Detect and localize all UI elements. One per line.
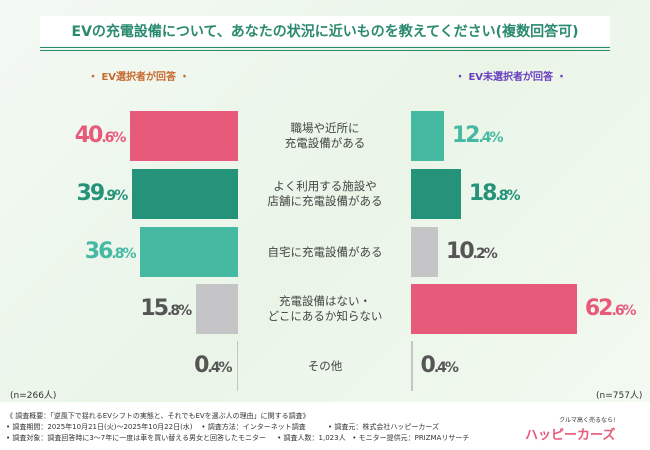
data-label: 18.8% — [468, 181, 521, 206]
title-underline — [40, 47, 610, 48]
category-label: 充電設備はない・ どこにあるか知らない — [267, 294, 383, 323]
data-label: 36.8% — [84, 239, 137, 264]
category-label: 自宅に充電設備がある — [267, 244, 383, 259]
category-label: 職場や近所に 充電設備がある — [284, 121, 366, 150]
bar-ev-not-selected — [411, 341, 413, 391]
footer-line: • 調査期間：2025年10月21日(火)～2025年10月22日(水) • 調… — [6, 423, 440, 431]
data-label: 40.6% — [74, 123, 127, 148]
bar-ev-not-selected — [411, 227, 439, 277]
bar-ev-selected — [132, 169, 238, 219]
bar-ev-selected — [140, 227, 238, 277]
data-label: 12.4% — [451, 123, 504, 148]
bar-ev-selected — [130, 111, 238, 161]
logo-tagline: クルマ高く売るなら! — [559, 417, 616, 424]
footer-line: • 調査対象：調査回答時に3～7年に一度は車を買い替える男女と回答したモニター … — [6, 434, 470, 442]
survey-overview: 《 調査概要：「逆風下で揺れるEVシフトの実態と、それでもEVを選ぶ人の理由」に… — [6, 411, 469, 444]
data-label: 0.4% — [194, 353, 232, 378]
category-label: よく利用する施設や 店舗に充電設備がある — [267, 179, 383, 208]
data-label: 39.9% — [76, 181, 129, 206]
chart-title: EVの充電設備について、あなたの状況に近いものを教えてください(複数回答可) — [40, 16, 610, 46]
data-label: 0.4% — [420, 353, 459, 378]
n-left: (n=266人) — [10, 391, 57, 401]
logo-name: ハッピーカーズ — [525, 428, 616, 443]
footer-line: 《 調査概要：「逆風下で揺れるEVシフトの実態と、それでもEVを選ぶ人の理由」に… — [6, 412, 310, 420]
title-underline-2 — [40, 50, 610, 51]
n-right: (n=757人) — [596, 391, 643, 401]
legend-ev-selected: ・ EV選択者が回答 ・ — [88, 72, 190, 83]
bar-ev-not-selected — [411, 111, 444, 161]
bar-ev-not-selected — [411, 169, 461, 219]
bar-ev-selected — [196, 284, 238, 334]
legend-ev-not-selected: ・ EV未選択者が回答 ・ — [455, 72, 567, 83]
data-label: 15.8% — [140, 296, 192, 321]
happycars-logo: クルマ高く売るなら! ハッピーカーズ — [525, 415, 615, 443]
data-label: 62.6% — [584, 296, 637, 321]
category-label: その他 — [307, 358, 343, 373]
bar-ev-selected — [236, 341, 238, 391]
footer-panel — [0, 402, 650, 450]
bar-ev-not-selected — [411, 284, 577, 334]
data-label: 10.2% — [446, 239, 498, 264]
